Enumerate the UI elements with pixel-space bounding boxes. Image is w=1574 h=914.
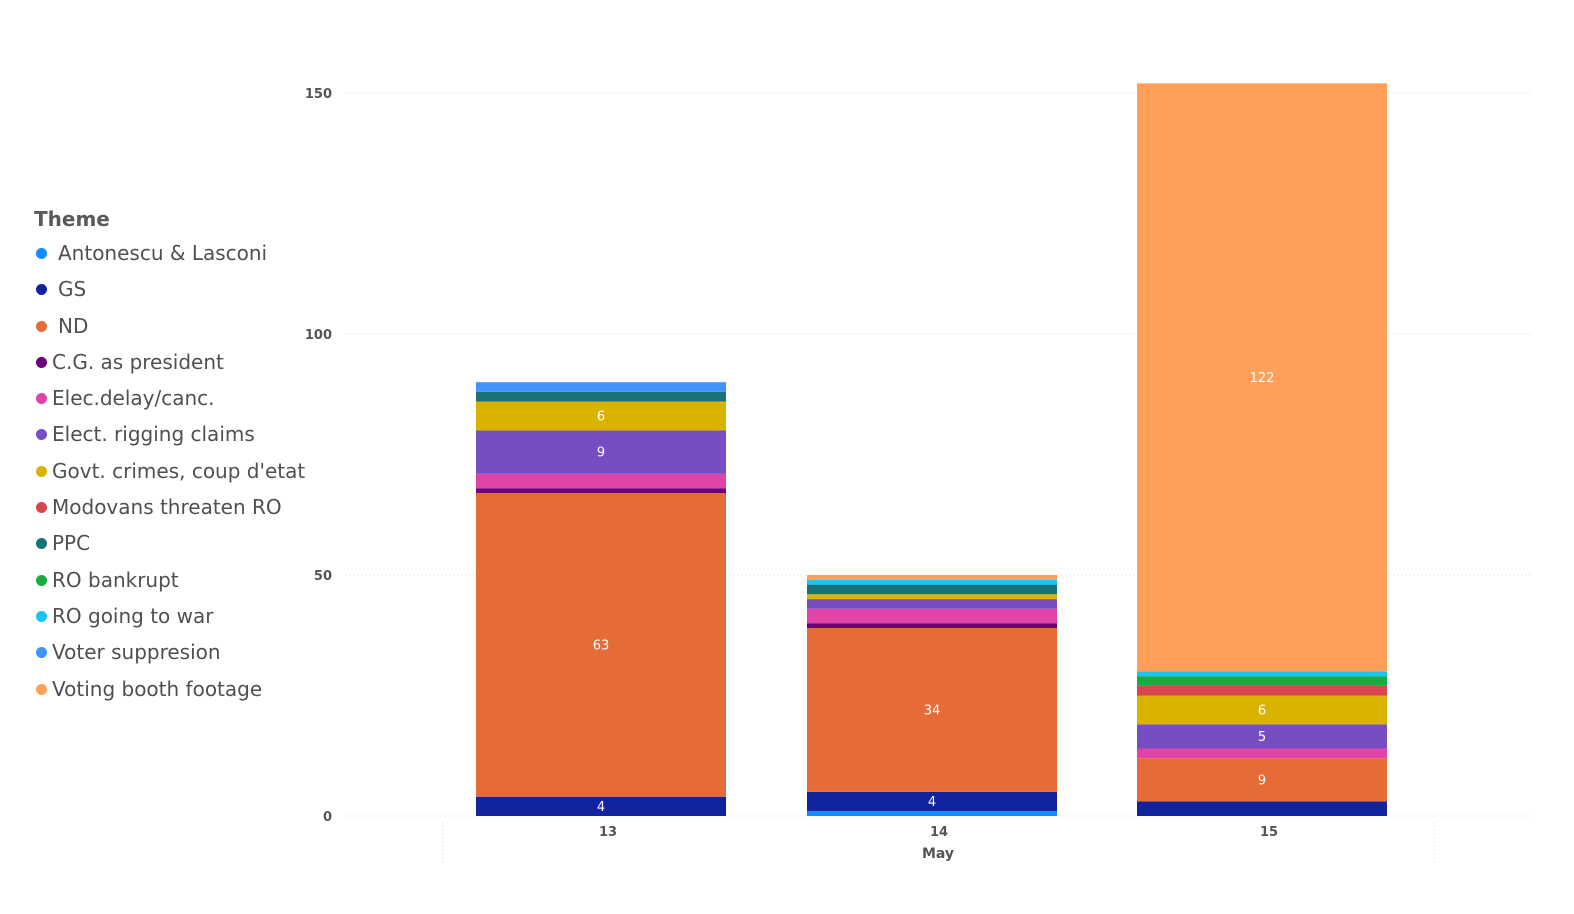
- legend: Theme Antonescu & Lasconi GS ND C.G. as pre…: [34, 205, 314, 711]
- bar-segment[interactable]: [476, 382, 726, 392]
- legend-item[interactable]: Govt. crimes, coup d'etat: [34, 457, 314, 493]
- bar-segment[interactable]: [807, 594, 1057, 600]
- bar-segment[interactable]: [1137, 83, 1387, 672]
- legend-label: RO bankrupt: [52, 567, 179, 592]
- legend-item[interactable]: Elect. rigging claims: [34, 420, 314, 456]
- legend-marker-icon: [36, 647, 47, 659]
- bar-segment[interactable]: [1137, 801, 1387, 816]
- bar-segment[interactable]: [807, 623, 1057, 629]
- bar-segment[interactable]: [1137, 724, 1387, 749]
- data-label: 9: [1258, 773, 1266, 788]
- legend-marker-icon: [36, 356, 47, 368]
- legend-item[interactable]: Antonescu & Lasconi: [34, 239, 314, 275]
- legend-marker-icon: [36, 610, 47, 622]
- bar-segment[interactable]: [807, 575, 1057, 580]
- legend-label: Modovans threaten RO: [52, 495, 282, 520]
- legend-marker-icon: [36, 683, 47, 695]
- data-label: 122: [1250, 371, 1275, 386]
- y-tick-label: 50: [314, 569, 332, 584]
- legend-marker-icon: [36, 320, 47, 332]
- data-label: 34: [924, 703, 941, 718]
- y-tick-label: 150: [305, 87, 332, 102]
- x-tick-label: 13: [599, 825, 617, 840]
- legend-marker-icon: [36, 538, 47, 550]
- bar-segment[interactable]: [476, 401, 726, 431]
- legend-marker-icon: [36, 393, 47, 405]
- bar-segment[interactable]: [807, 811, 1057, 816]
- legend-label: C.G. as president: [52, 349, 224, 374]
- legend-label: Voting booth footage: [52, 676, 263, 701]
- bar-segment[interactable]: [807, 599, 1057, 609]
- legend-label: PPC: [52, 531, 91, 556]
- legend-item[interactable]: Elec.delay/canc.: [34, 384, 314, 420]
- legend-label: RO going to war: [52, 603, 214, 628]
- bar-segment[interactable]: [807, 579, 1057, 585]
- legend-item[interactable]: Modovans threaten RO: [34, 493, 314, 529]
- legend-marker-icon: [36, 284, 47, 296]
- bar-segment[interactable]: [476, 473, 726, 489]
- data-label: 9: [597, 446, 605, 461]
- legend-marker-icon: [36, 502, 47, 514]
- bar-segment[interactable]: [1137, 671, 1387, 677]
- bar-segment[interactable]: [807, 628, 1057, 792]
- bar-segment[interactable]: [1137, 685, 1387, 696]
- x-tick-label: 15: [1260, 825, 1278, 840]
- data-label: 4: [597, 800, 605, 815]
- legend-label: Elec.delay/canc.: [52, 386, 215, 411]
- data-label: 63: [593, 638, 610, 653]
- legend-label: ND: [58, 313, 89, 338]
- x-axis-title: May: [922, 846, 954, 862]
- bar-segment[interactable]: [807, 584, 1057, 595]
- bar-segment[interactable]: [476, 391, 726, 402]
- legend-item[interactable]: ND: [34, 312, 314, 348]
- legend-marker-icon: [36, 465, 47, 477]
- legend-label: Govt. crimes, coup d'etat: [52, 458, 306, 483]
- legend-item[interactable]: PPC: [34, 529, 314, 565]
- data-label: 6: [1258, 703, 1266, 718]
- legend-item[interactable]: Voting booth footage: [34, 675, 314, 711]
- bar-segment[interactable]: [476, 430, 726, 474]
- y-tick-label: 0: [323, 810, 332, 825]
- bar-segment[interactable]: [807, 608, 1057, 624]
- data-label: 4: [928, 795, 936, 810]
- legend-item[interactable]: C.G. as president: [34, 348, 314, 384]
- x-tick-label: 14: [930, 825, 948, 840]
- legend-items: Antonescu & Lasconi GS ND C.G. as president…: [34, 239, 314, 711]
- legend-title: Theme: [34, 207, 110, 231]
- legend-item[interactable]: GS: [34, 275, 314, 311]
- bar-segment[interactable]: [1137, 676, 1387, 686]
- legend-label: Elect. rigging claims: [52, 422, 255, 447]
- legend-label: Voter suppresion: [52, 640, 221, 665]
- data-label: 6: [597, 409, 605, 424]
- y-tick-label: 100: [305, 328, 332, 343]
- bar-segment[interactable]: [476, 493, 726, 797]
- legend-marker-icon: [36, 429, 47, 441]
- legend-label: Antonescu & Lasconi: [58, 241, 268, 265]
- bar-segment[interactable]: [1137, 748, 1387, 759]
- legend-item[interactable]: Voter suppresion: [34, 638, 314, 674]
- legend-marker-icon: [36, 248, 47, 259]
- bar-segment[interactable]: [476, 488, 726, 494]
- bar-segment[interactable]: [1137, 695, 1387, 725]
- bar-segment[interactable]: [807, 791, 1057, 812]
- data-label: 5: [1258, 730, 1266, 745]
- bar-segment[interactable]: [476, 796, 726, 816]
- legend-label: GS: [58, 277, 87, 302]
- legend-item[interactable]: RO bankrupt: [34, 566, 314, 602]
- legend-item[interactable]: RO going to war: [34, 602, 314, 638]
- legend-marker-icon: [36, 574, 47, 586]
- bar-segment[interactable]: [1137, 758, 1387, 802]
